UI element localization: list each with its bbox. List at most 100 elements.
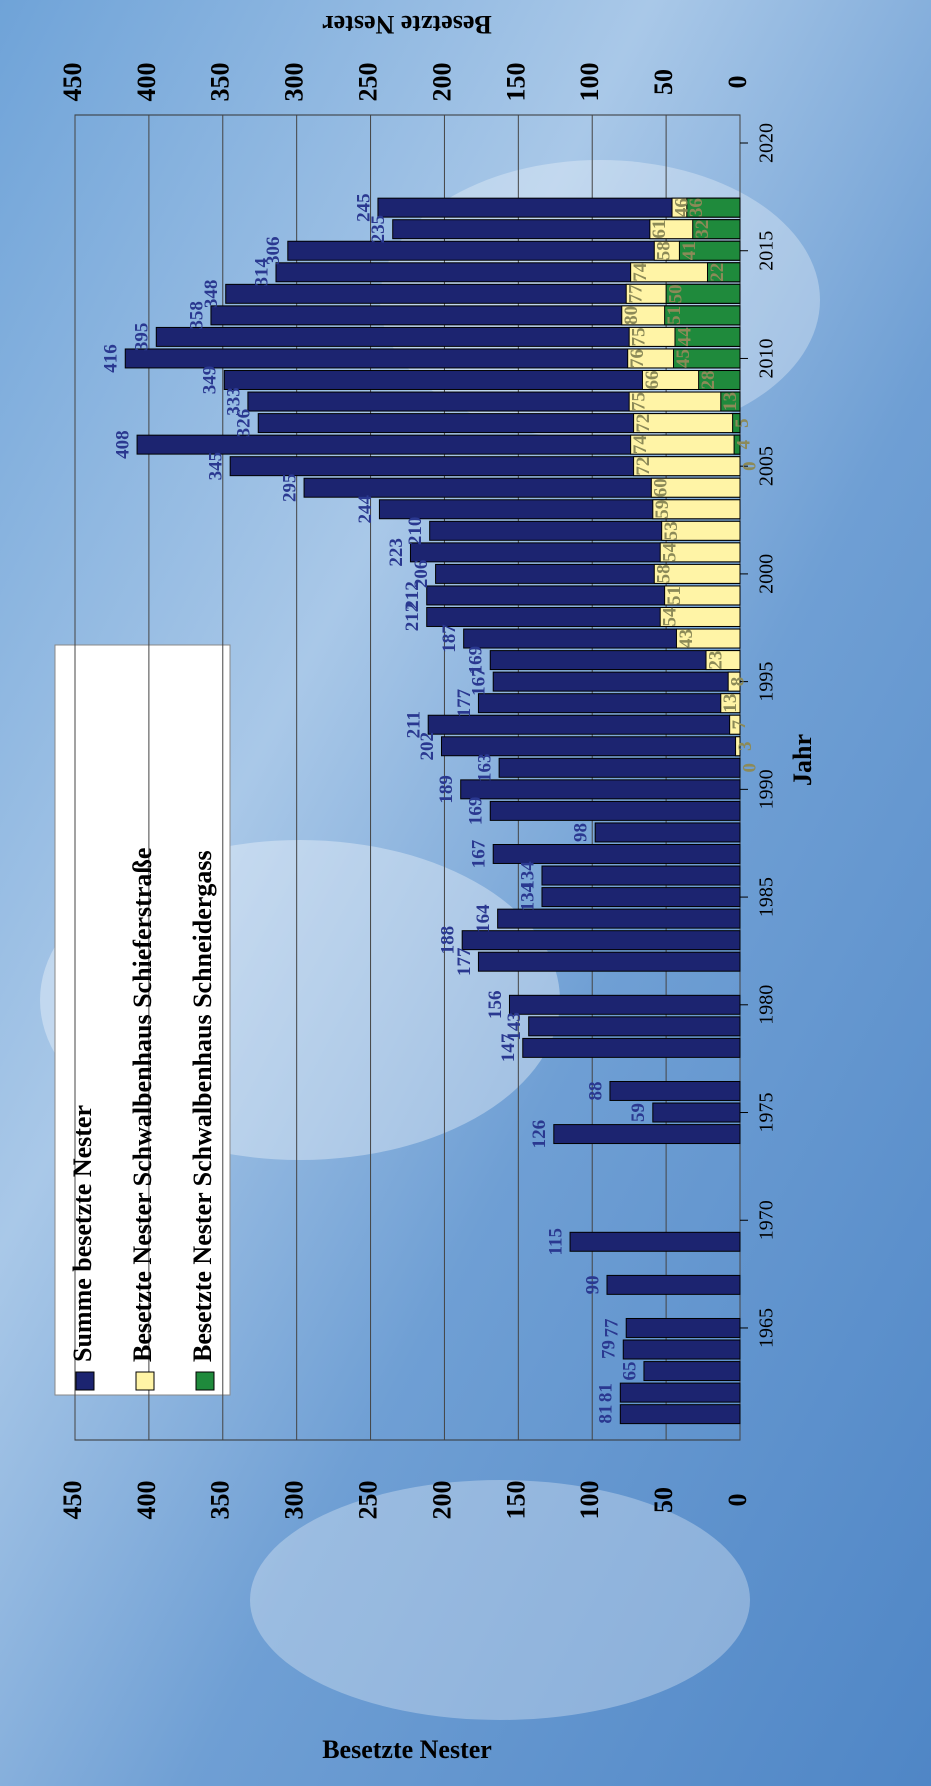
value-label: 5 xyxy=(732,418,753,428)
x-tick-label: 1965 xyxy=(756,1308,778,1348)
legend-swatch xyxy=(135,1371,155,1391)
value-label: 358 xyxy=(186,301,207,330)
y-tick-label: 100 xyxy=(575,1481,604,1520)
y-tick-label-top: 450 xyxy=(58,63,87,102)
bar xyxy=(541,887,741,908)
y-tick-label: 0 xyxy=(723,1494,752,1507)
value-label: 43 xyxy=(676,629,697,648)
bar xyxy=(606,1274,741,1295)
bar xyxy=(622,1339,741,1360)
value-label: 23 xyxy=(705,651,726,670)
value-label: 0 xyxy=(739,461,760,471)
bar xyxy=(664,305,741,326)
x-tick-label: 1970 xyxy=(756,1200,778,1240)
value-label: 88 xyxy=(585,1081,606,1100)
bar xyxy=(440,736,741,757)
bar xyxy=(625,1317,741,1338)
bar xyxy=(686,197,741,218)
x-tick-label: 2010 xyxy=(756,338,778,378)
value-label: 134 xyxy=(517,861,538,890)
bar xyxy=(541,865,741,886)
value-label: 51 xyxy=(664,586,685,605)
value-label: 167 xyxy=(469,667,490,696)
x-tick-label: 2015 xyxy=(756,231,778,271)
value-label: 163 xyxy=(474,754,495,783)
y-tick-label: 450 xyxy=(58,1481,87,1520)
value-label: 66 xyxy=(642,371,663,390)
bar xyxy=(720,391,741,412)
value-label: 349 xyxy=(200,366,221,395)
y-tick-label-top: 50 xyxy=(649,69,678,95)
bar xyxy=(528,1016,741,1037)
value-label: 235 xyxy=(368,215,389,244)
value-label: 177 xyxy=(454,688,475,717)
bar xyxy=(508,994,741,1015)
y-tick-label-top: 300 xyxy=(280,63,309,102)
bar xyxy=(653,563,741,584)
y-tick-label-top: 250 xyxy=(354,63,383,102)
legend-label: Besetzte Nester Schwalbenhaus Schieferst… xyxy=(128,848,157,1362)
value-label: 211 xyxy=(404,711,425,738)
value-label: 348 xyxy=(201,280,222,309)
value-label: 13 xyxy=(720,392,741,411)
value-label: 345 xyxy=(206,452,227,481)
y-tick-label-top: 100 xyxy=(575,63,604,102)
y-tick-label: 250 xyxy=(354,1481,383,1520)
y-tick-label: 350 xyxy=(206,1481,235,1520)
value-label: 32 xyxy=(692,220,713,239)
bar xyxy=(492,844,741,864)
y-tick-label: 300 xyxy=(280,1481,309,1520)
value-label: 416 xyxy=(101,344,122,373)
value-label: 134 xyxy=(517,882,538,911)
bar xyxy=(665,283,741,304)
value-label: 53 xyxy=(661,521,682,540)
value-label: 0 xyxy=(739,763,760,773)
value-label: 90 xyxy=(582,1275,603,1294)
x-tick-label: 1980 xyxy=(756,985,778,1025)
x-tick-label: 1990 xyxy=(756,769,778,809)
value-label: 51 xyxy=(664,306,685,325)
value-label: 76 xyxy=(627,349,648,368)
x-tick-label: 2005 xyxy=(756,446,778,486)
value-label: 408 xyxy=(112,430,133,459)
value-label: 143 xyxy=(504,1012,525,1041)
value-label: 306 xyxy=(263,236,284,264)
bar xyxy=(553,1124,741,1145)
bar xyxy=(735,736,741,757)
bar xyxy=(706,262,741,283)
bar xyxy=(477,951,741,972)
bar xyxy=(489,650,741,671)
value-label: 77 xyxy=(602,1318,623,1338)
bar xyxy=(732,413,741,434)
value-label: 187 xyxy=(439,624,460,653)
legend xyxy=(54,644,231,1396)
value-label: 72 xyxy=(633,414,654,433)
bar xyxy=(678,240,741,261)
value-label: 75 xyxy=(629,327,650,346)
bar xyxy=(643,1361,741,1382)
value-label: 72 xyxy=(633,457,654,476)
x-tick-label: 1985 xyxy=(756,877,778,917)
bar xyxy=(650,477,741,498)
y-tick-label-top: 0 xyxy=(723,76,752,89)
value-label: 126 xyxy=(529,1120,550,1149)
bar xyxy=(664,585,741,606)
value-label: 45 xyxy=(673,349,694,368)
x-tick-label: 1975 xyxy=(756,1093,778,1133)
bar xyxy=(729,714,741,735)
y-tick-label: 200 xyxy=(427,1481,456,1520)
bar xyxy=(720,693,741,714)
y-tick-label: 50 xyxy=(649,1487,678,1513)
value-label: 3 xyxy=(735,742,756,752)
value-label: 74 xyxy=(630,262,651,282)
bar xyxy=(497,908,741,929)
value-label: 79 xyxy=(599,1340,620,1359)
bar xyxy=(692,219,741,240)
bar xyxy=(427,714,741,735)
value-label: 65 xyxy=(619,1362,640,1381)
value-label: 333 xyxy=(223,387,244,416)
bar xyxy=(619,1382,741,1403)
x-tick-label: 1995 xyxy=(756,662,778,702)
value-label: 36 xyxy=(686,198,707,217)
